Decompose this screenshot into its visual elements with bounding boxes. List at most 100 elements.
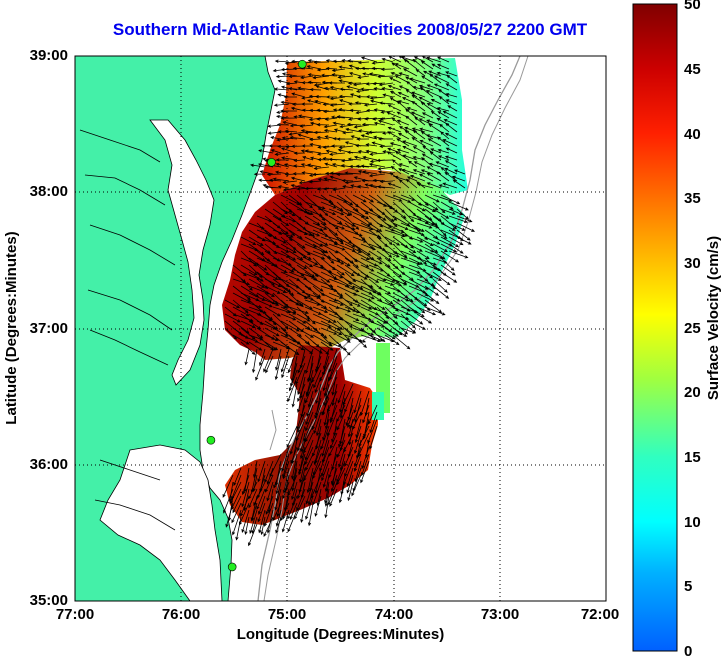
velocity-arrow: [320, 222, 339, 236]
velocity-arrow: [444, 155, 458, 161]
velocity-arrow: [371, 61, 386, 65]
velocity-arrow: [403, 68, 418, 77]
velocity-arrow: [322, 109, 338, 114]
velocity-arrow: [424, 299, 443, 313]
velocity-arrow: [272, 264, 288, 273]
velocity-arrow: [346, 122, 362, 127]
velocity-arrow: [444, 132, 458, 140]
velocity-arrow: [329, 152, 346, 156]
velocity-arrow: [296, 257, 314, 268]
velocity-arrow: [350, 135, 362, 140]
y-tick: 36:00: [29, 456, 68, 473]
velocity-arrow: [384, 194, 403, 202]
velocity-arrow: [288, 250, 304, 261]
velocity-arrow: [420, 101, 434, 112]
velocity-arrow: [305, 453, 314, 471]
velocity-arrow: [392, 334, 411, 350]
velocity-arrow: [376, 278, 394, 286]
velocity-arrow: [320, 201, 337, 209]
velocity-arrow: [328, 292, 343, 299]
velocity-arrow: [408, 299, 426, 314]
velocity-arrow: [426, 84, 442, 91]
velocity-arrow: [336, 137, 354, 141]
x-tick: 75:00: [267, 606, 307, 623]
velocity-arrow: [424, 306, 446, 316]
velocity-arrow: [360, 271, 380, 283]
velocity-arrow: [369, 425, 378, 450]
velocity-arrow: [425, 90, 442, 98]
velocity-arrow: [398, 163, 410, 168]
x-tick: 74:00: [374, 606, 414, 623]
velocity-arrow: [320, 453, 330, 477]
velocity-arrow: [408, 257, 424, 265]
velocity-arrow: [392, 194, 412, 203]
velocity-arrow: [316, 135, 330, 140]
velocity-arrow: [287, 376, 298, 403]
velocity-arrow: [321, 432, 330, 457]
velocity-arrow: [273, 467, 282, 489]
velocity-arrow: [329, 103, 346, 107]
velocity-arrow: [315, 418, 322, 437]
velocity-arrow: [320, 236, 339, 244]
velocity-arrow: [240, 236, 257, 245]
velocity-arrow: [353, 446, 362, 468]
velocity-arrow: [328, 439, 338, 457]
velocity-arrow: [344, 299, 362, 307]
velocity-arrow: [418, 118, 434, 126]
velocity-arrow: [360, 87, 378, 91]
velocity-arrow: [413, 161, 426, 168]
velocity-arrow: [266, 509, 274, 534]
velocity-arrow: [320, 250, 335, 264]
velocity-arrow: [368, 162, 386, 168]
velocity-arrow: [312, 201, 329, 217]
velocity-arrow: [424, 264, 442, 272]
velocity-arrow: [248, 236, 264, 246]
velocity-arrow: [384, 264, 403, 278]
velocity-arrow: [360, 292, 375, 300]
velocity-arrow: [344, 171, 362, 175]
velocity-arrow: [292, 172, 306, 176]
colorbar: [632, 3, 678, 652]
velocity-arrow: [403, 58, 418, 70]
velocity-arrow: [429, 151, 442, 161]
velocity-arrow: [312, 341, 330, 355]
velocity-arrow: [369, 96, 386, 100]
velocity-arrow: [421, 112, 434, 119]
radar-station-marker: [206, 435, 216, 445]
velocity-arrow: [440, 250, 460, 263]
velocity-arrow: [417, 183, 434, 189]
velocity-arrow: [386, 111, 402, 119]
velocity-arrow: [282, 187, 298, 192]
velocity-arrow: [280, 306, 297, 315]
velocity-arrow: [420, 60, 434, 70]
velocity-arrow: [314, 495, 322, 517]
velocity-arrow: [426, 102, 442, 112]
y-tick: 38:00: [29, 183, 68, 200]
velocity-arrow: [281, 446, 290, 472]
velocity-arrow: [336, 208, 351, 216]
velocity-arrow: [324, 488, 330, 507]
velocity-arrow: [336, 327, 351, 341]
velocity-arrow: [365, 82, 378, 86]
velocity-arrow: [299, 432, 306, 453]
velocity-arrow: [440, 131, 450, 140]
velocity-arrow: [288, 236, 306, 249]
velocity-arrow: [406, 107, 418, 112]
velocity-arrow: [293, 158, 306, 163]
velocity-arrow: [273, 103, 290, 107]
velocity-arrow: [428, 162, 442, 168]
velocity-arrow: [240, 320, 256, 329]
velocity-arrow: [313, 411, 322, 435]
velocity-arrow: [272, 201, 288, 215]
velocity-arrow: [249, 163, 266, 168]
velocity-arrow: [263, 516, 274, 537]
velocity-arrow: [456, 236, 472, 245]
velocity-arrow: [288, 327, 302, 337]
velocity-arrow: [348, 72, 362, 77]
velocity-arrow: [377, 166, 394, 171]
velocity-arrow: [430, 110, 442, 119]
velocity-arrow: [240, 327, 256, 340]
velocity-arrow: [305, 495, 314, 520]
velocity-arrow: [312, 75, 330, 80]
velocity-arrow: [286, 425, 298, 449]
